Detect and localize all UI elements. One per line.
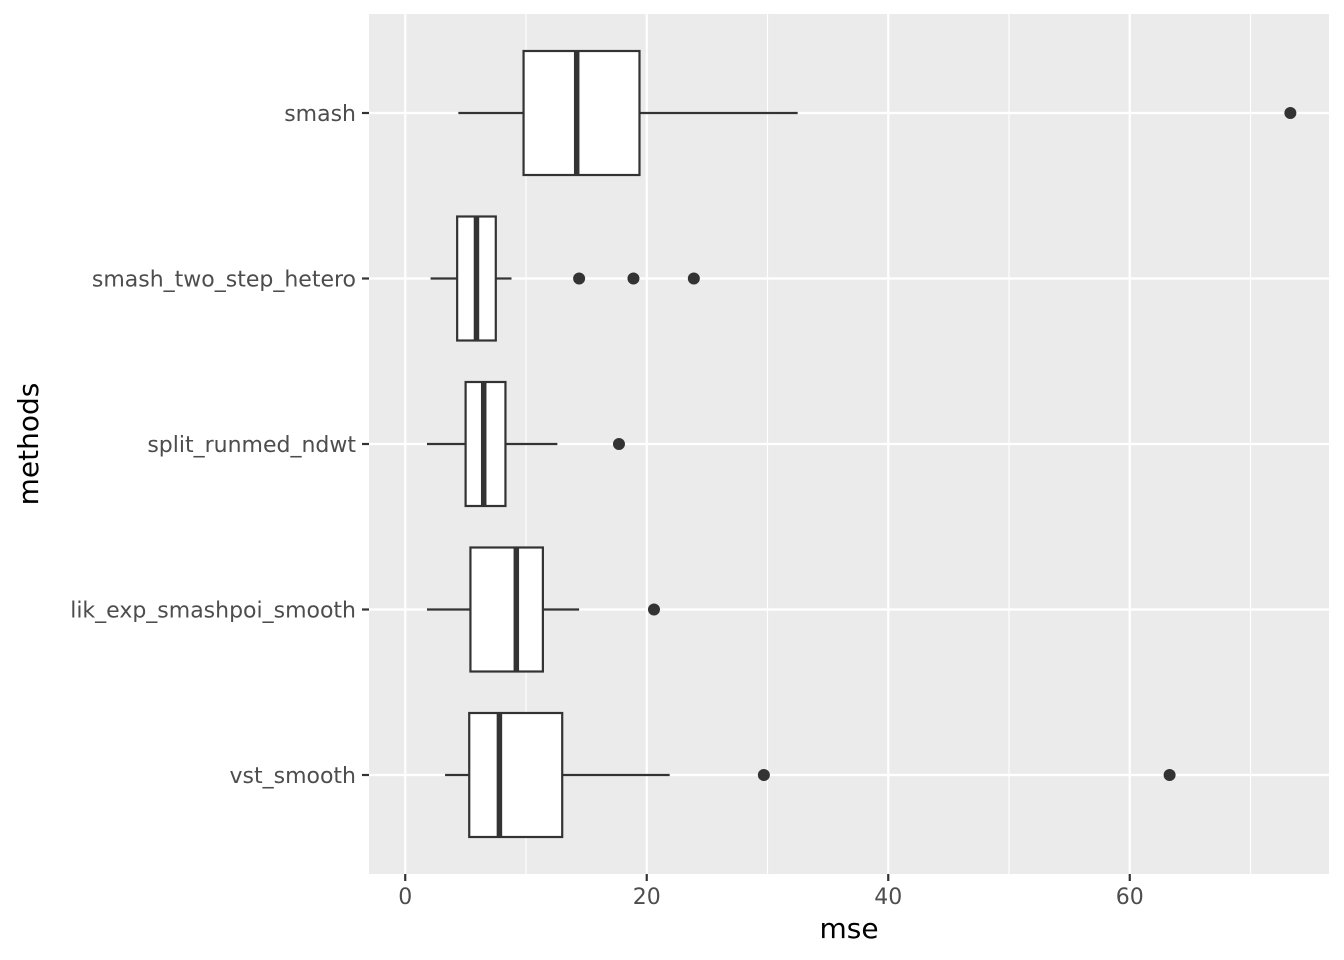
y-tick-label: split_runmed_ndwt bbox=[147, 433, 356, 458]
box-vst_smooth bbox=[445, 711, 1176, 839]
outlier-point bbox=[573, 272, 586, 285]
x-tick-label: 0 bbox=[398, 885, 412, 910]
x-tick-label: 60 bbox=[1116, 885, 1144, 910]
axes: 0 20 40 60 smash smash_two_step_hetero split_r… bbox=[70, 102, 1144, 910]
outlier-point bbox=[1284, 107, 1297, 119]
y-axis-title: methods bbox=[12, 383, 45, 506]
outlier-point bbox=[647, 603, 660, 616]
box-iqr bbox=[468, 711, 564, 839]
outlier-point bbox=[627, 272, 640, 285]
x-axis-title: mse bbox=[819, 912, 878, 945]
outlier-point bbox=[687, 272, 700, 285]
y-tick-label: lik_exp_smashpoi_smooth bbox=[70, 599, 356, 624]
x-tick-label: 20 bbox=[633, 885, 661, 910]
box-iqr bbox=[522, 49, 641, 177]
boxes bbox=[426, 49, 1297, 839]
box-smash bbox=[458, 49, 1297, 177]
y-tick-label: smash bbox=[284, 102, 356, 127]
box-iqr bbox=[469, 546, 544, 673]
box-lik_exp_smashpoi_smooth bbox=[426, 546, 660, 673]
box-smash_two_step_hetero bbox=[430, 215, 700, 342]
box-split_runmed_ndwt bbox=[426, 380, 625, 508]
y-tick-label: vst_smooth bbox=[230, 764, 357, 789]
x-tick-label: 40 bbox=[874, 885, 902, 910]
outlier-point bbox=[612, 438, 625, 450]
y-tick-label: smash_two_step_hetero bbox=[92, 268, 356, 293]
outlier-point bbox=[1163, 769, 1176, 781]
outlier-point bbox=[757, 769, 770, 781]
